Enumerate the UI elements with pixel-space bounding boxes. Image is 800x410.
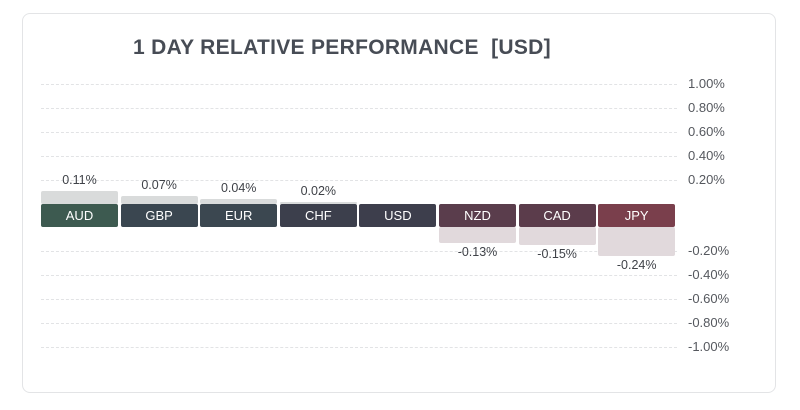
- y-tick-label: -0.40%: [688, 267, 730, 282]
- bar-jpy: [598, 227, 676, 256]
- category-label-aud: AUD: [41, 204, 118, 227]
- value-label-aud: 0.11%: [62, 172, 97, 187]
- value-label-gbp: 0.07%: [141, 177, 177, 192]
- y-tick-label: 0.40%: [688, 148, 725, 163]
- gridline: [41, 251, 677, 252]
- category-label-jpy: JPY: [598, 204, 676, 227]
- gridline: [41, 132, 677, 133]
- category-label-cad: CAD: [518, 204, 596, 227]
- y-tick-label: -1.00%: [688, 339, 730, 354]
- gridline: [41, 180, 677, 181]
- gridline: [41, 275, 677, 276]
- chart-title: 1 DAY RELATIVE PERFORMANCE [USD]: [133, 36, 551, 59]
- value-label-jpy: -0.24%: [616, 257, 657, 272]
- category-label-eur: EUR: [200, 204, 278, 227]
- value-label-cad: -0.15%: [537, 247, 577, 261]
- gridline: [41, 323, 677, 324]
- bar-eur: [200, 199, 278, 204]
- bar-cad: [518, 227, 596, 245]
- gridline: [41, 108, 677, 109]
- y-tick-label: 0.80%: [688, 100, 725, 115]
- category-label-nzd: NZD: [439, 204, 516, 227]
- category-label-gbp: GBP: [120, 204, 198, 227]
- gridline: [41, 84, 677, 85]
- bar-nzd: [439, 227, 516, 243]
- bar-chf: [279, 201, 357, 204]
- category-label-usd: USD: [359, 204, 437, 227]
- bar-gbp: [120, 195, 198, 204]
- y-tick-label: 0.60%: [688, 124, 725, 139]
- value-label-chf: 0.02%: [300, 183, 337, 198]
- y-tick-label: -0.60%: [688, 291, 730, 306]
- gridline: [41, 299, 677, 300]
- y-tick-label: 0.20%: [688, 172, 725, 187]
- y-tick-label: 1.00%: [688, 76, 725, 91]
- y-tick-label: -0.20%: [688, 243, 730, 258]
- y-tick-label: -0.80%: [688, 315, 730, 330]
- gridline: [41, 156, 677, 157]
- gridline: [41, 347, 677, 348]
- category-label-chf: CHF: [279, 204, 357, 227]
- value-label-nzd: -0.13%: [457, 244, 498, 259]
- bar-aud: [41, 190, 118, 204]
- value-label-eur: 0.04%: [220, 181, 257, 196]
